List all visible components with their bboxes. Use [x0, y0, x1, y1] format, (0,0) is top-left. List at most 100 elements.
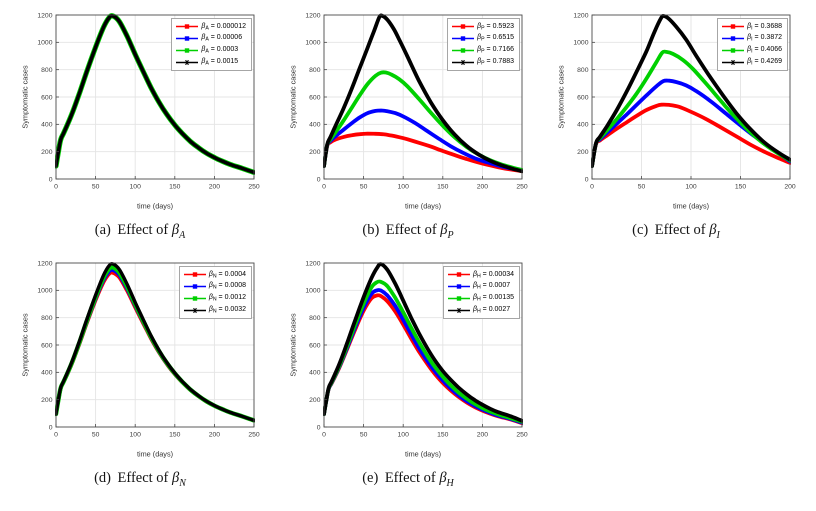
y-tick-label: 800	[309, 315, 321, 322]
subplot-e: 0 50 100 150 200 250 0 200 400 600 800 1000 1200 time…	[288, 254, 528, 489]
plot-area-d: 0 50 100 150 200 250 0 200 400 600 800 1000 1200 time…	[20, 254, 260, 460]
caption-param: β	[171, 222, 180, 238]
legend-label: βN = 0.0004	[208, 270, 246, 280]
x-tick-label: 50	[360, 184, 368, 191]
legend-entry: βP = 0.7166	[451, 45, 514, 57]
legend-entry: βH = 0.0007	[447, 281, 514, 293]
square-marker-icon	[730, 24, 736, 30]
caption-param: β	[440, 222, 448, 238]
square-marker-icon	[192, 296, 198, 301]
square-marker-icon	[185, 48, 190, 53]
y-tick-label: 0	[317, 176, 321, 183]
y-axis-label: Symptomatic cases	[21, 65, 30, 129]
square-marker-icon	[456, 284, 462, 289]
legend: βH = 0.00034 βH = 0.0007 βH = 0.00135 βH = …	[442, 266, 520, 320]
caption-index: (a)	[94, 222, 111, 238]
legend-entry: βH = 0.00135	[447, 293, 514, 305]
y-tick-label: 800	[41, 67, 53, 74]
y-axis-label: Symptomatic cases	[557, 65, 566, 129]
caption-label: Effect of	[654, 222, 706, 238]
legend-label: βN = 0.0012	[208, 294, 246, 303]
caption-e: (e) Effect of βH	[288, 470, 528, 489]
legend: βA = 0.000012 βA = 0.00006 βA = 0.0003 βA =…	[171, 18, 252, 72]
plot-area-e: 0 50 100 150 200 250 0 200 400 600 800 1000 1200 time…	[288, 254, 528, 460]
legend-label: βI = 0.3688	[747, 22, 782, 32]
legend-key-line-icon	[447, 307, 470, 313]
legend-entry: βI = 0.3872	[721, 33, 782, 45]
y-tick-label: 400	[41, 370, 53, 377]
caption-label: Effect of	[384, 470, 436, 486]
square-marker-icon	[460, 36, 466, 41]
series-line	[591, 13, 791, 168]
y-tick-label: 800	[577, 67, 589, 74]
y-tick-label: 1000	[37, 40, 52, 47]
plot-area-b: 0 50 100 150 200 250 0 200 400 600 800 1000 1200 time…	[288, 6, 528, 212]
square-marker-icon	[460, 24, 466, 30]
legend-label: βP = 0.7166	[477, 46, 514, 55]
caption-sub: I	[716, 229, 720, 241]
legend-key-line-icon	[722, 59, 745, 65]
legend-label: βA = 0.00006	[201, 34, 243, 43]
x-tick-label: 250	[516, 432, 528, 439]
square-marker-icon	[456, 296, 462, 301]
series-line	[323, 262, 523, 423]
x-axis-label: time (days)	[673, 202, 709, 211]
x-tick-label: 0	[322, 184, 326, 191]
y-tick-label: 1000	[305, 40, 320, 47]
caption-a: (a) Effect of βA	[20, 222, 260, 241]
y-tick-label: 200	[309, 397, 321, 404]
legend-entry: βH = 0.0027	[447, 304, 514, 316]
series-line	[591, 49, 791, 168]
series-line	[323, 108, 523, 173]
x-tick-label: 100	[130, 432, 142, 439]
y-tick-label: 1200	[573, 12, 588, 19]
legend-entry: βI = 0.4269	[721, 56, 782, 68]
x-tick-label: 0	[54, 432, 58, 439]
x-axis-label: time (days)	[405, 202, 441, 211]
y-tick-label: 0	[49, 424, 53, 431]
legend-label: βN = 0.0032	[208, 305, 246, 315]
x-tick-label: 100	[398, 184, 410, 191]
y-tick-label: 600	[309, 94, 321, 101]
caption-b: (b) Effect of βP	[288, 222, 528, 241]
subplot-a: 0 50 100 150 200 250 0 200 400 600 800 1000 1200 time…	[20, 6, 260, 241]
star-marker-icon	[457, 307, 461, 313]
x-tick-label: 0	[590, 184, 594, 191]
y-tick-label: 600	[41, 342, 53, 349]
legend-key-line-icon	[176, 36, 199, 41]
y-tick-label: 800	[41, 315, 53, 322]
y-tick-label: 1000	[37, 288, 52, 295]
x-axis-label: time (days)	[137, 202, 173, 211]
square-marker-icon	[730, 48, 736, 53]
y-tick-label: 1000	[305, 288, 320, 295]
y-tick-label: 200	[577, 149, 589, 156]
y-tick-label: 600	[41, 94, 53, 101]
x-tick-label: 50	[360, 432, 368, 439]
y-tick-label: 1200	[305, 12, 320, 19]
series-line	[323, 131, 523, 174]
legend-label: βA = 0.0003	[201, 46, 239, 55]
legend: βI = 0.3688 βI = 0.3872 βI = 0.4066 βI = 0.…	[717, 18, 788, 72]
legend-key-line-icon	[452, 24, 475, 30]
y-tick-label: 600	[577, 94, 589, 101]
legend-key-line-icon	[722, 36, 745, 41]
legend-entry: βA = 0.0003	[175, 45, 246, 57]
legend-label: βH = 0.00135	[472, 294, 514, 303]
x-tick-label: 150	[169, 184, 181, 191]
caption-sub: A	[179, 229, 186, 241]
legend-key-line-icon	[176, 24, 199, 30]
legend-entry: βP = 0.7883	[451, 56, 514, 68]
legend-key-line-icon	[183, 296, 206, 301]
legend-entry: βI = 0.3688	[721, 21, 782, 33]
y-tick-label: 0	[49, 176, 53, 183]
legend-label: βH = 0.0007	[472, 282, 511, 291]
square-marker-icon	[730, 36, 736, 41]
y-tick-label: 400	[309, 122, 321, 129]
caption-sub: H	[446, 477, 454, 489]
legend-entry: βN = 0.0004	[183, 269, 246, 281]
legend: βN = 0.0004 βN = 0.0008 βN = 0.0012 βN = 0.…	[178, 266, 252, 320]
legend-label: βI = 0.4269	[747, 57, 782, 67]
x-tick-label: 250	[248, 184, 260, 191]
y-tick-label: 200	[309, 149, 321, 156]
